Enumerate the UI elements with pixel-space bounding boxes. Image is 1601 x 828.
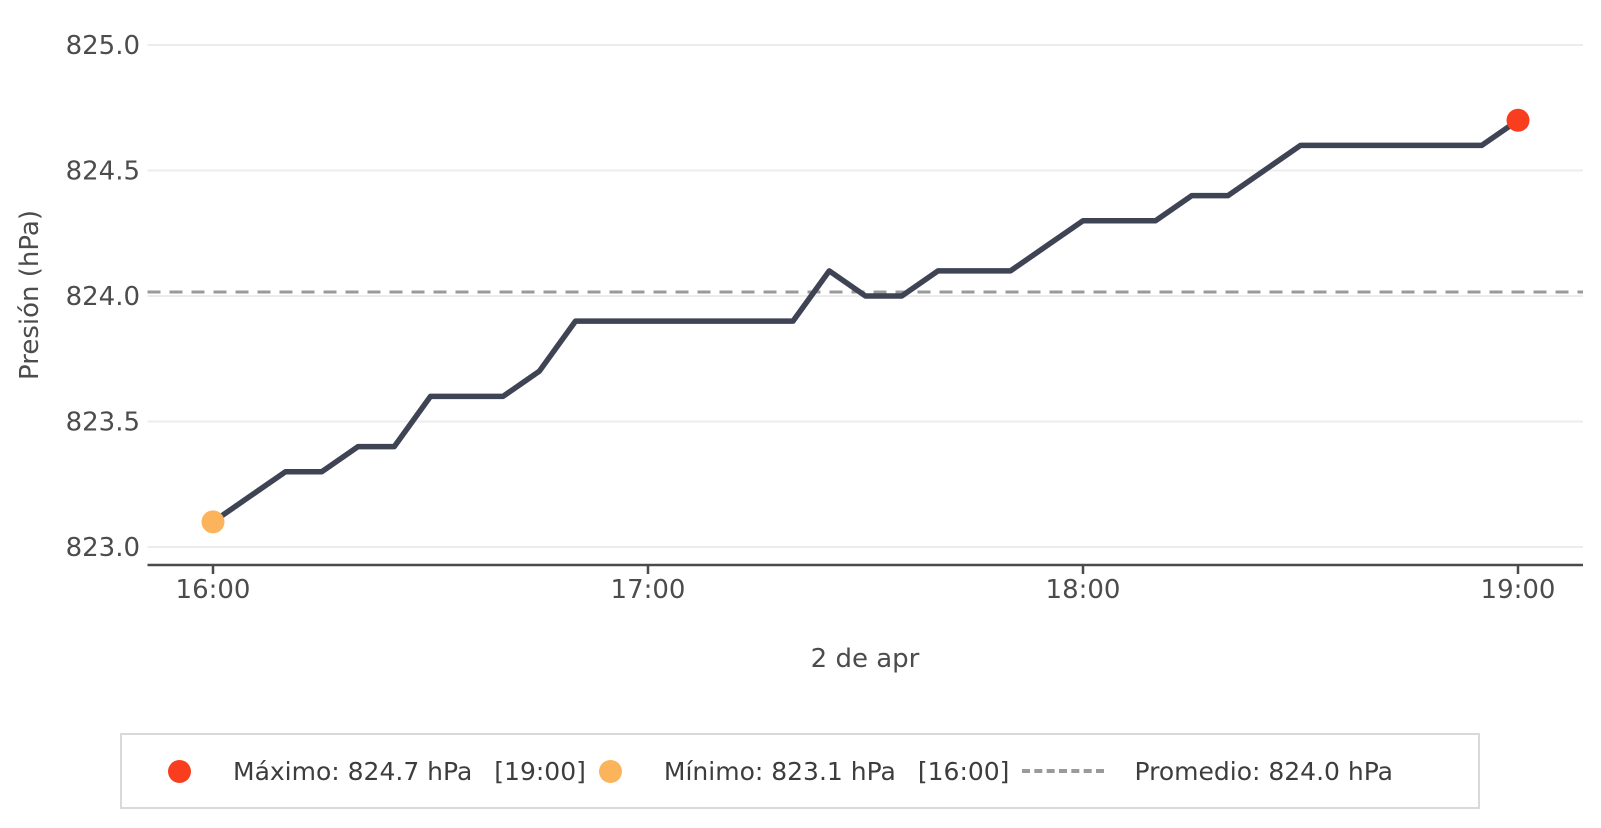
x-tick-label: 18:00 [1046,575,1121,605]
y-axis-title: Presión (hPa) [15,210,45,380]
y-tick-label: 824.5 [66,157,140,187]
legend-time-maximo: [19:00] [494,756,586,786]
min-point-marker [201,510,225,534]
min-marker-swatch-icon [598,759,622,783]
legend-label-promedio: Promedio: 824.0 hPa [1134,756,1393,786]
y-axis-tick-labels: 825.0 824.5 824.0 823.5 823.0 [66,31,140,563]
x-tick-label: 17:00 [611,575,686,605]
x-axis-tick-labels: 16:00 17:00 18:00 19:00 [176,575,1556,605]
x-axis-tick-marks [211,565,1520,574]
x-tick-label: 16:00 [176,575,251,605]
max-marker-swatch-icon [168,759,191,783]
legend-item-minimo: Mínimo: 823.1 hPa [16:00] [598,756,1010,786]
average-dash-swatch-icon [1022,769,1105,773]
x-tick-label: 19:00 [1481,575,1556,605]
legend-item-maximo: Máximo: 824.7 hPa [19:00] [168,757,586,786]
y-tick-label: 824.0 [66,282,140,312]
pressure-series-line [210,117,1521,525]
legend-label-minimo: Mínimo: 823.1 hPa [663,756,896,786]
y-tick-label: 825.0 [66,31,140,61]
y-tick-label: 823.5 [66,408,140,438]
legend-item-promedio: Promedio: 824.0 hPa [1022,757,1393,786]
legend: Máximo: 824.7 hPa [19:00] Mínimo: 823.1 … [120,733,1480,809]
legend-label-maximo: Máximo: 824.7 hPa [233,756,473,786]
legend-time-minimo: [16:00] [917,756,1010,786]
max-point-marker [1506,108,1530,132]
pressure-line-chart: 825.0 824.5 824.0 823.5 823.0 16:00 17:00 18:0… [15,31,1583,674]
x-axis-title: 2 de apr [811,644,920,674]
y-tick-label: 823.0 [66,533,140,563]
